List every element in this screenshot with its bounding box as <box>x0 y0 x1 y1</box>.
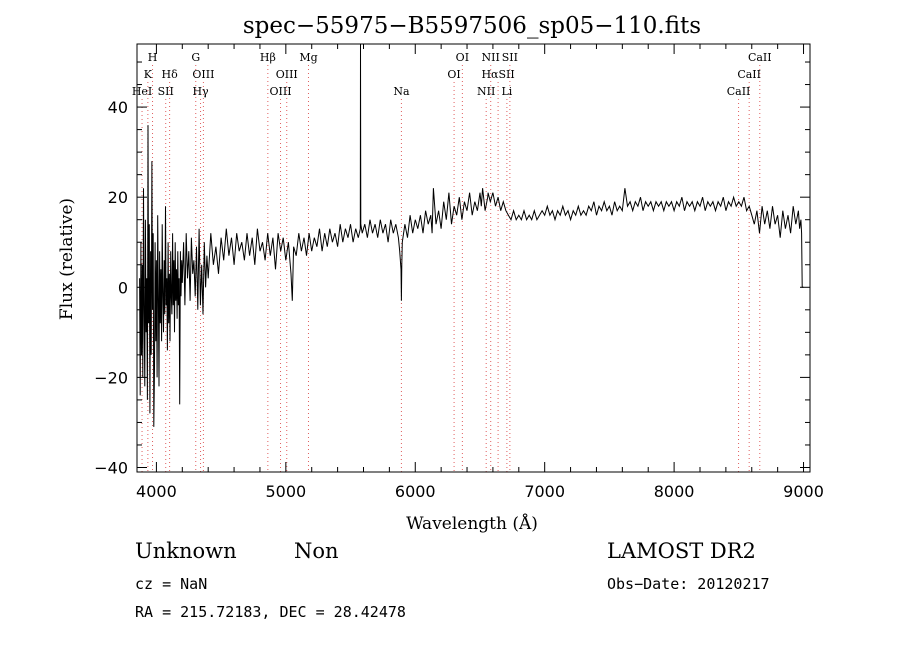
axis-ticks: 4000 5000 6000 7000 8000 9000 −40 −20 0 20 40 <box>94 44 824 501</box>
x-axis-label: Wavelength (Å) <box>406 513 538 534</box>
y-tick-label-1: −20 <box>94 368 128 387</box>
line-marker-label-20: CaII <box>748 51 772 64</box>
line-marker-label-13: OI <box>456 51 469 64</box>
line-marker-label-16: SII <box>502 51 518 64</box>
line-marker-label-19: Li <box>501 85 512 98</box>
class-label: Unknown <box>135 539 237 563</box>
line-marker-label-18: NII <box>477 85 495 98</box>
y-axis-label: Flux (relative) <box>57 198 77 320</box>
x-tick-label-4: 8000 <box>654 482 695 501</box>
line-marker-label-7: Hγ <box>192 85 209 98</box>
line-marker-label-1: K <box>144 68 153 81</box>
survey-label: LAMOST DR2 <box>607 539 756 563</box>
y-tick-label-3: 20 <box>108 188 128 207</box>
obs-date-label: Obs−Date: 20120217 <box>607 575 770 593</box>
line-marker-label-12: Na <box>393 85 410 98</box>
line-marker-label-10: OIII <box>269 85 291 98</box>
line-marker-label-8: Hβ <box>260 51 276 64</box>
x-tick-label-3: 7000 <box>524 482 565 501</box>
coordinates-label: RA = 215.72183, DEC = 28.42478 <box>135 603 406 621</box>
redshift-label: cz = NaN <box>135 575 208 593</box>
line-marker-label-3: Hδ <box>162 68 179 81</box>
line-marker-label-15: NII <box>482 51 500 64</box>
line-marker-label-14: OI <box>447 68 460 81</box>
line-marker-label-17: HαSII <box>481 68 514 81</box>
y-tick-label-2: 0 <box>118 278 128 297</box>
line-marker-label-5: G <box>191 51 200 64</box>
spectrum-line-0 <box>139 43 804 427</box>
x-tick-label-1: 5000 <box>265 482 306 501</box>
chart-title: spec−55975−B5597506_sp05−110.fits <box>243 13 701 39</box>
line-marker-label-0: H <box>148 51 158 64</box>
line-marker-label-9: OIII <box>276 68 298 81</box>
line-marker-label-4: SII <box>158 85 174 98</box>
subclass-label: Non <box>294 539 339 563</box>
line-marker-label-21: CaII <box>737 68 761 81</box>
line-marker-label-11: Mg <box>299 51 317 64</box>
line-marker-label-2: HeI <box>132 85 152 98</box>
x-tick-label-5: 9000 <box>783 482 824 501</box>
x-tick-label-2: 6000 <box>395 482 436 501</box>
y-tick-label-4: 40 <box>108 98 128 117</box>
y-tick-label-0: −40 <box>94 458 128 477</box>
line-marker-label-22: CaII <box>727 85 751 98</box>
line-marker-label-6: OIII <box>192 68 214 81</box>
plot-frame <box>136 43 811 473</box>
spectrum-series <box>139 43 804 427</box>
x-tick-label-0: 4000 <box>136 482 177 501</box>
